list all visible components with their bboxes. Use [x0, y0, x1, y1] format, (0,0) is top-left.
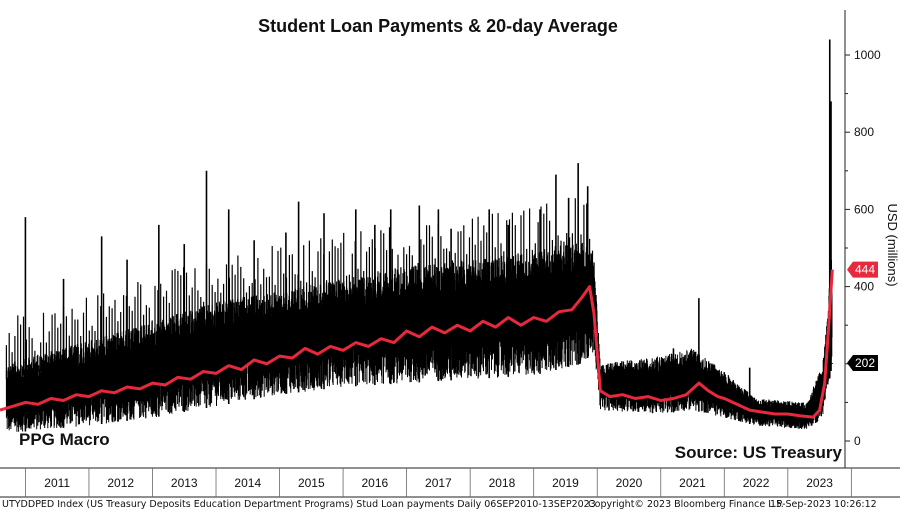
- x-tick-label: 2011: [44, 476, 70, 490]
- last-value-tag-bg: [847, 355, 878, 372]
- x-tick-label: 2023: [806, 476, 833, 490]
- last-value-tag-202: 202: [847, 355, 878, 372]
- x-axis-strip: [0, 468, 900, 498]
- last-value-tag-444: 444: [847, 261, 878, 278]
- x-tick-label: 2019: [552, 476, 579, 490]
- value-labels: 444 202: [847, 261, 878, 372]
- footer-copyright: Copyright© 2023 Bloomberg Finance L.P.: [588, 499, 784, 510]
- x-tick-label: 2013: [171, 476, 198, 490]
- source-note: Source: US Treasury: [674, 443, 842, 462]
- daily-series-spikes: [24, 39, 834, 432]
- x-tick-label: 2012: [107, 476, 134, 490]
- footer-bar: UTYDDPED Index (US Treasury Deposits Edu…: [0, 499, 900, 513]
- x-tick-label: 2014: [234, 476, 261, 490]
- y-tick-label: 600: [854, 202, 874, 216]
- last-value-tag-text: 202: [855, 356, 875, 370]
- average-series-line: [0, 269, 834, 419]
- axes: 02004006008001000USD (millions)201120122…: [0, 10, 900, 498]
- x-tick-label: 2016: [361, 476, 388, 490]
- y-tick-label: 1000: [854, 48, 881, 62]
- y-tick-label: 0: [854, 434, 861, 448]
- daily-texture-spikes: [5, 198, 594, 380]
- x-tick-label: 2015: [298, 476, 325, 490]
- daily-series-band: [5, 198, 833, 432]
- footer-index-description: UTYDDPED Index (US Treasury Deposits Edu…: [2, 499, 596, 510]
- watermark-text: PPG Macro: [19, 430, 110, 449]
- footer-timestamp: 15-Sep-2023 10:26:12: [770, 499, 877, 510]
- average-line: [0, 269, 834, 419]
- x-tick-label: 2020: [616, 476, 643, 490]
- x-tick-label: 2018: [489, 476, 516, 490]
- last-value-tag-bg: [847, 261, 878, 278]
- x-tick-label: 2017: [425, 476, 452, 490]
- x-tick-label: 2022: [743, 476, 770, 490]
- last-value-tag-text: 444: [855, 263, 875, 277]
- x-tick-label: 2021: [679, 476, 706, 490]
- daily-band-path: [5, 242, 833, 432]
- y-axis-label: USD (millions): [885, 203, 900, 286]
- y-tick-label: 800: [854, 125, 874, 139]
- y-tick-label: 400: [854, 280, 874, 294]
- chart-title: Student Loan Payments & 20-day Average: [258, 16, 618, 36]
